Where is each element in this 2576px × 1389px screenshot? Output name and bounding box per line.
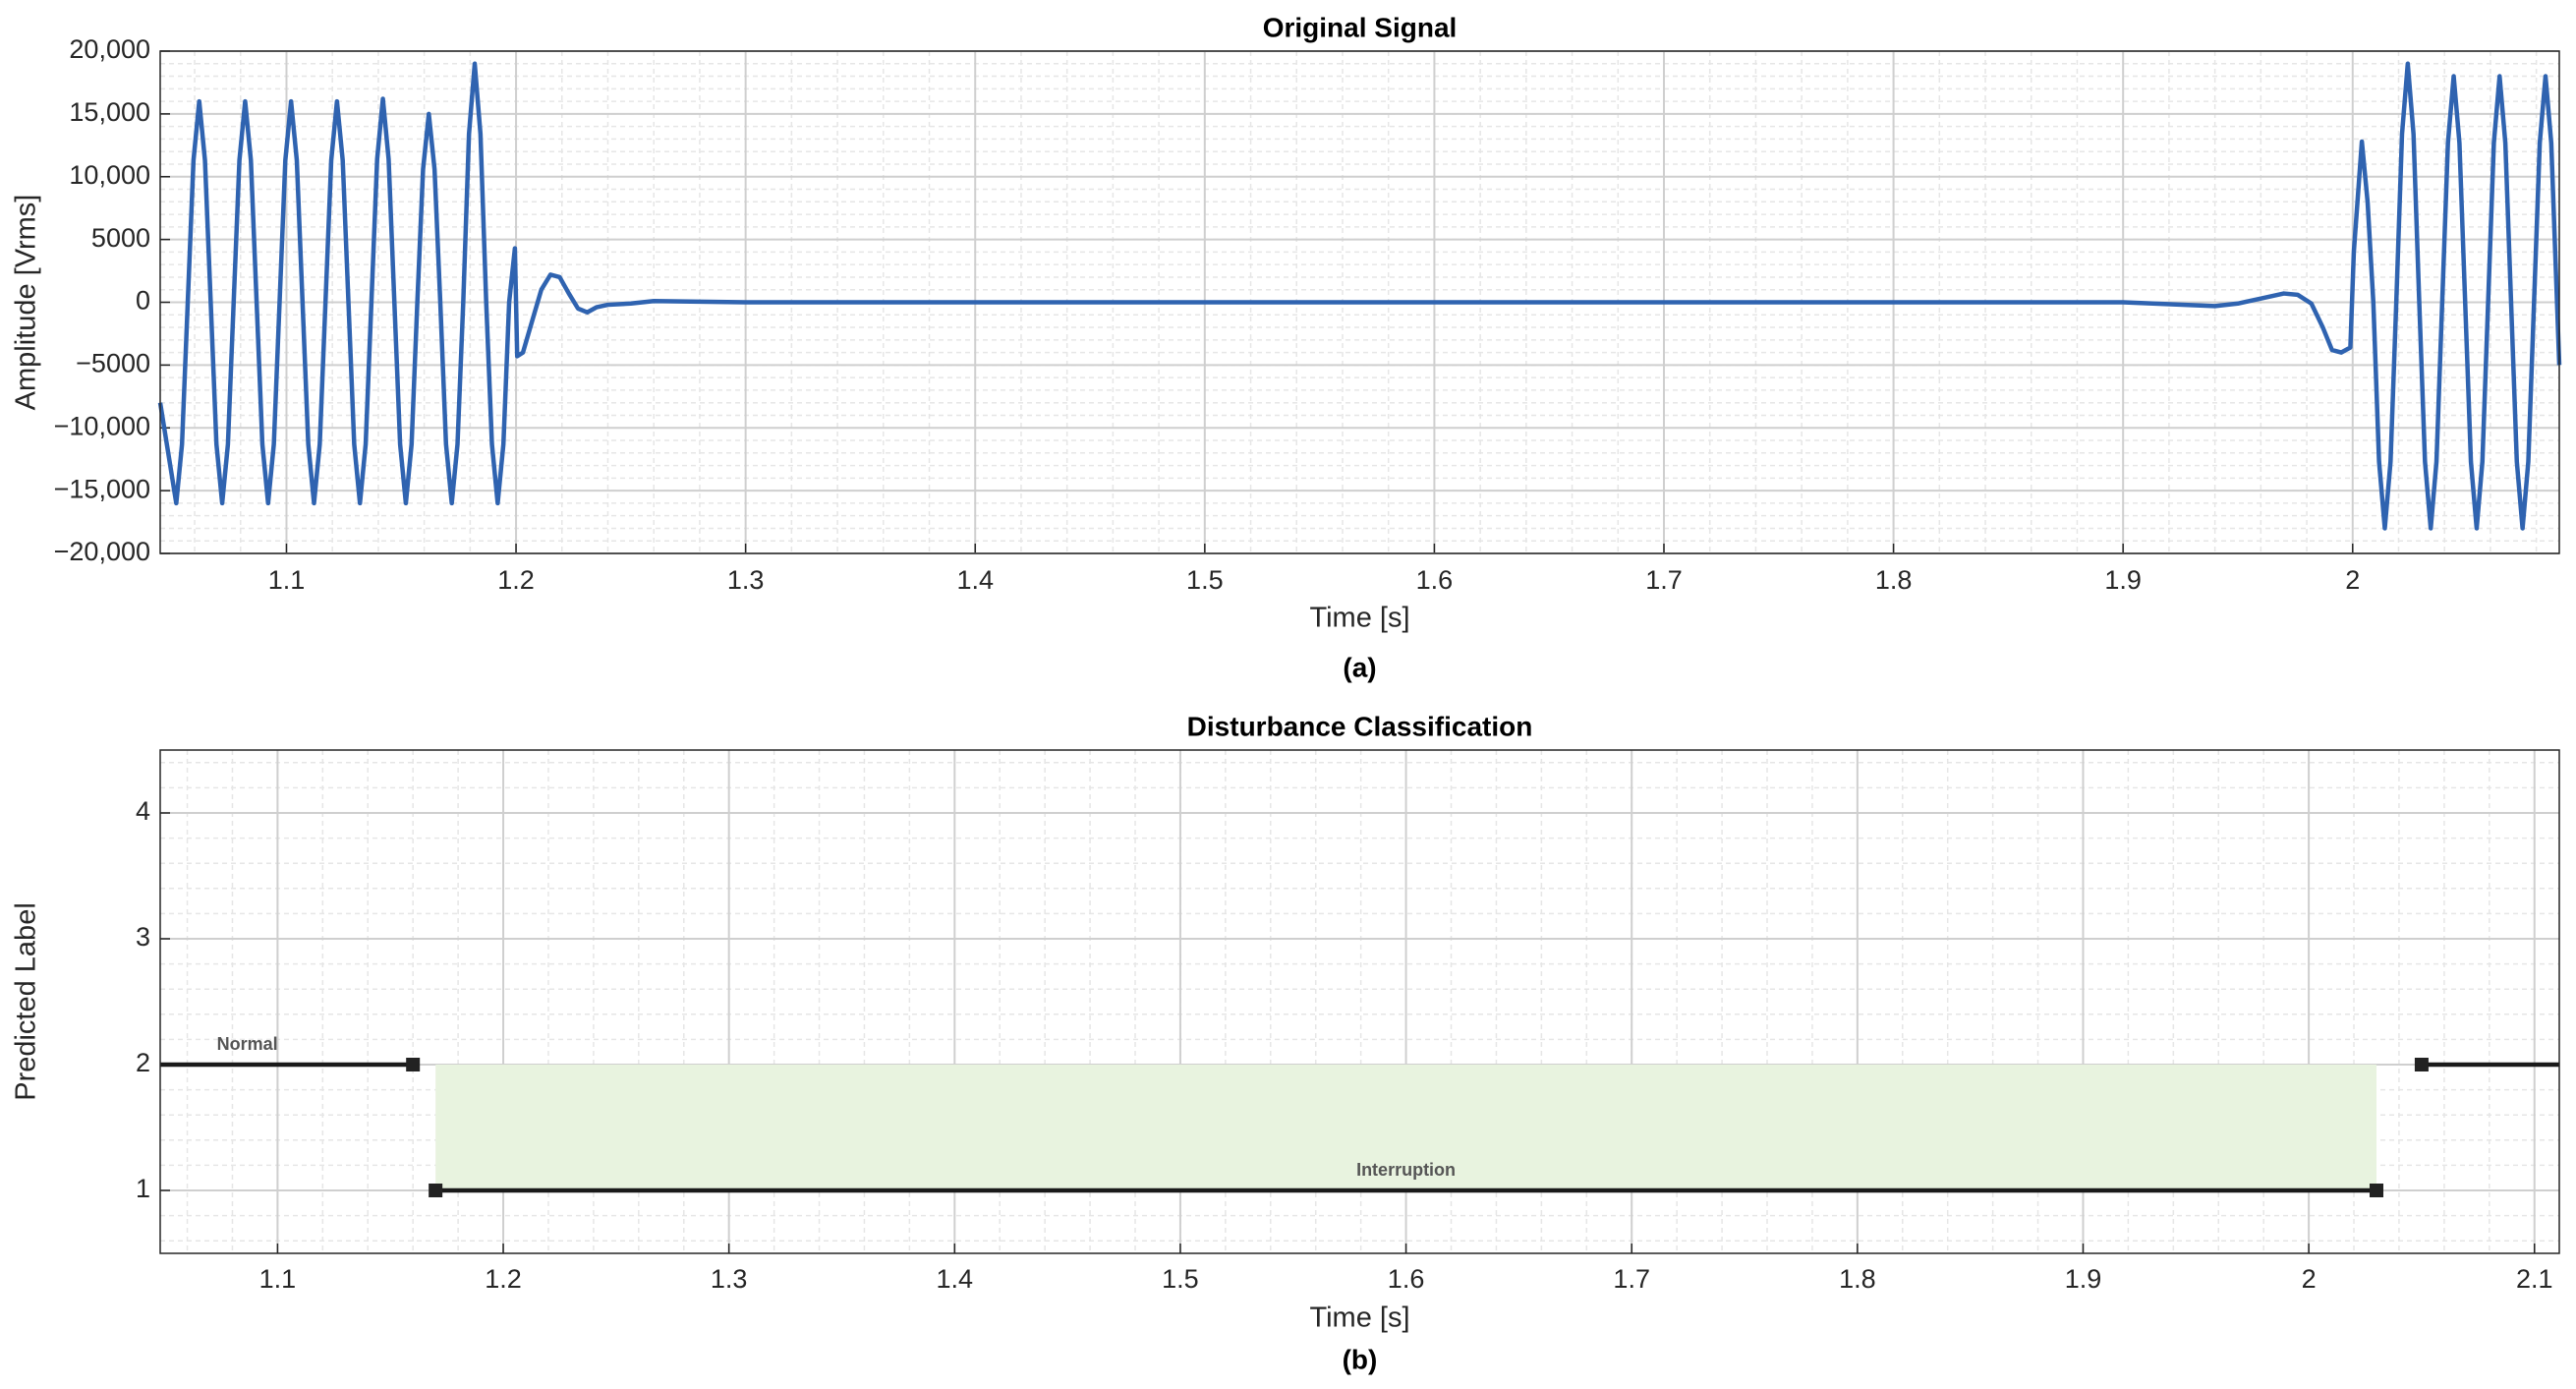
y-tick-label: 1 (136, 1174, 150, 1203)
segment-marker (2369, 1184, 2383, 1197)
y-tick-label: 20,000 (69, 34, 150, 64)
x-tick-label: 1.8 (1875, 565, 1913, 595)
caption: (b) (1343, 1344, 1378, 1374)
y-tick-label: 10,000 (69, 160, 150, 190)
y-tick-label: −15,000 (54, 474, 150, 503)
plot-frame (159, 749, 2560, 1254)
x-axis-label: Time [s] (1309, 1302, 1409, 1334)
segment-marker (429, 1184, 443, 1197)
x-tick-label: 1.6 (1388, 1264, 1425, 1294)
x-tick-label: 1.6 (1416, 565, 1454, 595)
y-tick-label: −5000 (76, 349, 150, 378)
plot-frame (159, 50, 2560, 554)
x-tick-label: 2 (2302, 1264, 2317, 1294)
x-tick-label: 1.4 (956, 565, 994, 595)
x-tick-label: 1.7 (1613, 1264, 1650, 1294)
x-axis-label: Time [s] (1309, 603, 1409, 634)
y-tick-label: 5000 (91, 223, 150, 253)
x-tick-label: 1.9 (2065, 1264, 2102, 1294)
y-tick-label: −20,000 (54, 537, 150, 566)
y-tick-label: 4 (136, 796, 150, 826)
segment-label: Normal (217, 1034, 278, 1054)
x-tick-label: 1.3 (727, 565, 765, 595)
x-tick-label: 1.4 (937, 1264, 974, 1294)
y-tick-label: 15,000 (69, 97, 150, 127)
segment-label: Interruption (1356, 1160, 1456, 1180)
y-axis-label: Predicted Label (11, 902, 42, 1101)
x-tick-label: 1.3 (711, 1264, 748, 1294)
segment-marker (406, 1058, 421, 1071)
y-tick-label: −10,000 (54, 411, 150, 440)
x-tick-label: 1.9 (2104, 565, 2142, 595)
y-tick-label: 0 (136, 286, 150, 316)
x-tick-label: 1.5 (1162, 1264, 1199, 1294)
x-tick-label: 1.1 (268, 565, 306, 595)
x-tick-label: 1.5 (1186, 565, 1224, 595)
segment-marker (2414, 1058, 2429, 1071)
shaded-region (435, 1065, 2376, 1190)
y-tick-label: 3 (136, 922, 150, 952)
chart-title: Disturbance Classification (1187, 711, 1533, 741)
x-tick-label: 1.2 (485, 1264, 522, 1294)
x-tick-label: 1.8 (1839, 1264, 1876, 1294)
caption: (a) (1343, 652, 1376, 682)
x-tick-label: 1.2 (497, 565, 535, 595)
chart-title: Original Signal (1263, 12, 1458, 42)
x-tick-label: 1.1 (259, 1264, 297, 1294)
y-axis-label: Amplitude [Vrms] (11, 195, 42, 411)
signal-line (157, 61, 2562, 531)
x-tick-label: 1.7 (1645, 565, 1683, 595)
y-tick-label: 2 (136, 1048, 150, 1077)
x-tick-label: 2.1 (2516, 1264, 2553, 1294)
x-tick-label: 2 (2345, 565, 2360, 595)
